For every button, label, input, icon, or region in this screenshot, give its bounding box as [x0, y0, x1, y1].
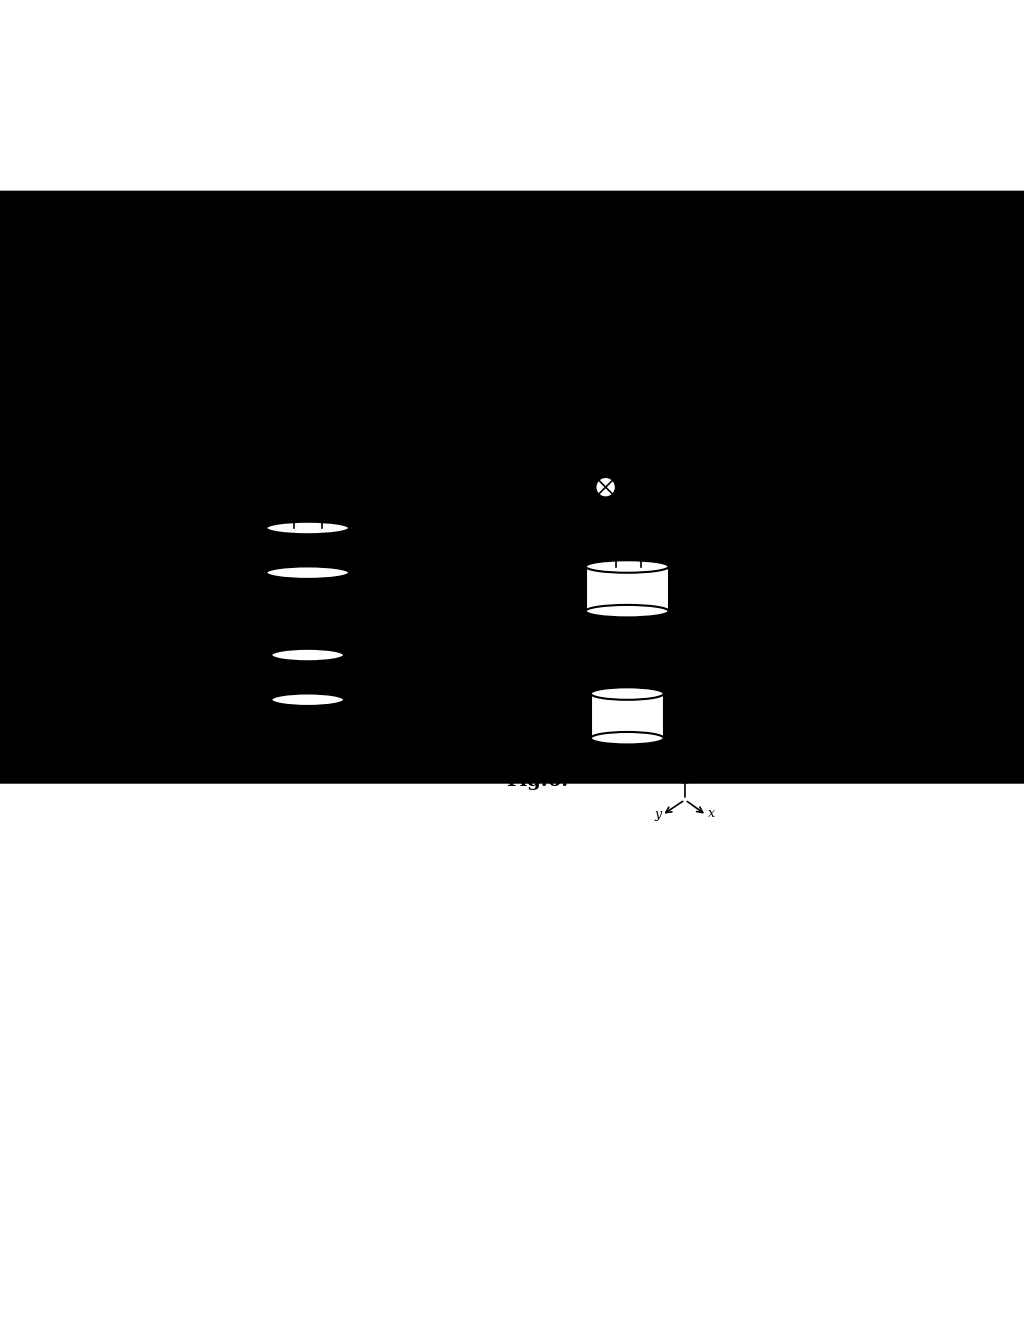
Text: x: x — [708, 807, 715, 820]
Polygon shape — [681, 337, 706, 363]
Polygon shape — [574, 409, 680, 459]
Polygon shape — [681, 252, 706, 279]
Polygon shape — [254, 363, 361, 376]
Polygon shape — [573, 252, 706, 264]
Text: P: P — [240, 358, 251, 375]
Polygon shape — [680, 396, 705, 459]
Text: y: y — [327, 770, 334, 783]
Polygon shape — [680, 458, 705, 528]
Text: x: x — [381, 768, 388, 781]
Ellipse shape — [266, 521, 349, 535]
Ellipse shape — [266, 566, 349, 579]
Ellipse shape — [586, 560, 669, 573]
Polygon shape — [573, 337, 706, 350]
Polygon shape — [361, 430, 386, 457]
Text: Patent Application Publication: Patent Application Publication — [199, 205, 411, 218]
Text: FS: FS — [360, 612, 379, 626]
Text: y: y — [654, 808, 662, 821]
Text: L: L — [559, 581, 570, 598]
Polygon shape — [586, 566, 669, 611]
Text: X or y
polarised light: X or y polarised light — [352, 634, 380, 721]
Text: US 2010/0182582 A1: US 2010/0182582 A1 — [681, 205, 827, 218]
Polygon shape — [591, 693, 664, 738]
Text: Rotating retarder z: Rotating retarder z — [373, 383, 386, 498]
Text: X or y
polarised light: X or y polarised light — [672, 673, 699, 759]
Polygon shape — [573, 264, 681, 279]
Polygon shape — [573, 350, 681, 363]
Text: Fig.5(a).: Fig.5(a). — [199, 733, 292, 751]
Ellipse shape — [271, 649, 344, 661]
Circle shape — [596, 478, 615, 498]
Polygon shape — [574, 458, 705, 470]
Ellipse shape — [591, 688, 664, 700]
Text: C: C — [240, 273, 253, 290]
Text: Sheet 3 of 12: Sheet 3 of 12 — [550, 205, 644, 218]
Ellipse shape — [271, 693, 344, 706]
Polygon shape — [574, 470, 680, 528]
Polygon shape — [266, 528, 349, 573]
Polygon shape — [254, 265, 386, 277]
Ellipse shape — [591, 733, 664, 744]
Text: z: z — [360, 722, 367, 735]
Text: P: P — [558, 345, 569, 362]
Polygon shape — [574, 396, 705, 409]
Text: R: R — [370, 440, 380, 454]
Text: 2 wedged prisms, WP,
each with different
orientations of the principal
axes: 2 wedged prisms, WP, each with different… — [690, 412, 838, 453]
Polygon shape — [271, 655, 344, 700]
Ellipse shape — [586, 605, 669, 618]
Polygon shape — [361, 265, 386, 292]
Text: z: z — [687, 760, 694, 774]
Polygon shape — [254, 277, 361, 292]
Text: FS: FS — [559, 651, 579, 664]
Text: Jul. 22, 2010: Jul. 22, 2010 — [414, 205, 503, 218]
Polygon shape — [254, 430, 386, 444]
Polygon shape — [254, 350, 386, 363]
Text: C: C — [558, 249, 570, 267]
Polygon shape — [254, 444, 361, 457]
Polygon shape — [361, 350, 386, 376]
Text: L: L — [243, 541, 253, 558]
Text: Fig.6.: Fig.6. — [506, 772, 568, 789]
